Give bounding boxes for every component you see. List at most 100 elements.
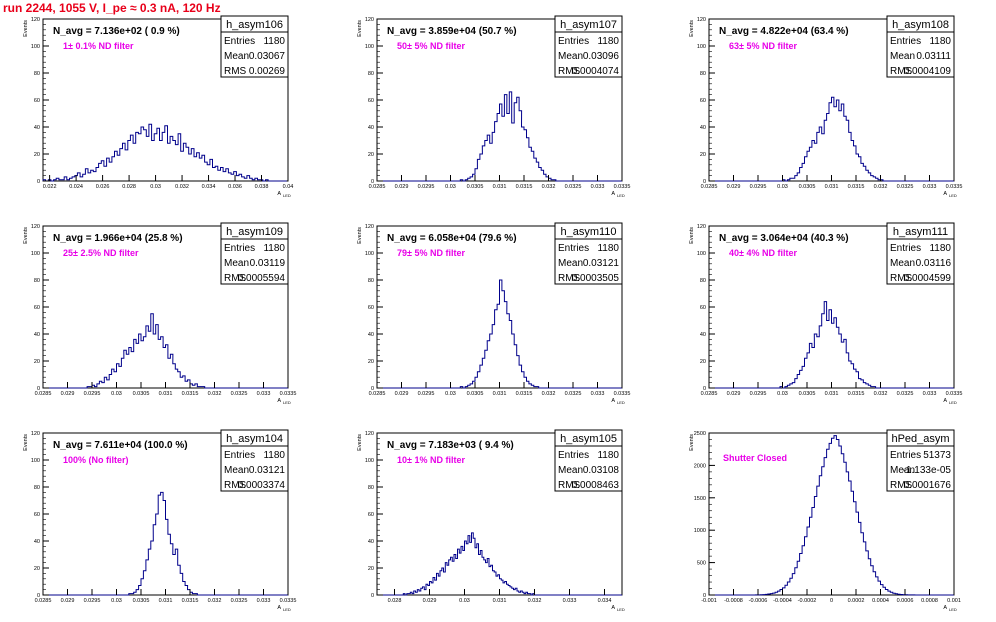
- filter-annotation: 63± 5% ND filter: [729, 41, 797, 51]
- page-title: run 2244, 1055 V, I_pe ≈ 0.3 nA, 120 Hz: [3, 1, 221, 15]
- x-tick-label: 0.0325: [897, 184, 914, 190]
- histogram-line: [42, 123, 287, 182]
- stats-key: Mean: [558, 51, 583, 62]
- stats-value: 1180: [263, 36, 285, 47]
- y-tick-label: 120: [697, 224, 706, 230]
- x-tick-label: 0.03: [111, 391, 122, 397]
- y-tick-label: 60: [368, 512, 374, 518]
- x-tick-label: 0.03: [459, 598, 470, 604]
- x-tick-label: 0.0285: [701, 184, 718, 190]
- x-tick-label: 0.0305: [133, 391, 150, 397]
- x-tick-label: 0.033: [563, 598, 577, 604]
- x-tick-label: 0.03: [777, 184, 788, 190]
- y-tick-label: 120: [365, 17, 374, 23]
- x-tick-label: 0.0285: [701, 391, 718, 397]
- y-tick-label: 40: [34, 539, 40, 545]
- x-tick-label: 0.0315: [848, 184, 865, 190]
- stats-box: [886, 238, 955, 285]
- x-tick-label: 0.0295: [750, 391, 767, 397]
- x-tick-label: 0.033: [591, 391, 605, 397]
- x-tick-label: 0.0285: [35, 598, 52, 604]
- x-tick-label: 0.031: [159, 391, 173, 397]
- stats-key: Mean: [224, 51, 249, 62]
- x-tick-label: 0.03: [150, 184, 161, 190]
- y-tick-label: 2500: [694, 431, 706, 437]
- x-axis-title: A: [943, 191, 947, 197]
- x-axis-title-subscript: LED: [949, 400, 957, 405]
- y-tick-label: 60: [700, 98, 706, 104]
- y-axis-title: Events: [689, 434, 695, 451]
- y-tick-label: 20: [368, 566, 374, 572]
- x-tick-label: 0.032: [208, 598, 222, 604]
- n-avg-label: N_avg = 3.859e+04 (50.7 %): [387, 26, 517, 37]
- stats-value: 1180: [929, 243, 951, 254]
- y-tick-label: 120: [697, 17, 706, 23]
- x-tick-label: 0.0325: [231, 391, 248, 397]
- filter-annotation: 100% (No filter): [63, 455, 129, 465]
- x-tick-label: 0.0315: [516, 391, 533, 397]
- x-tick-label: 0.0305: [467, 184, 484, 190]
- x-tick-label: 0.022: [43, 184, 57, 190]
- stats-value: 0.0001676: [904, 480, 952, 491]
- y-tick-label: 100: [697, 251, 706, 257]
- stats-key: RMS: [890, 273, 913, 284]
- x-tick-label: 0.032: [542, 391, 556, 397]
- y-tick-label: 80: [34, 278, 40, 284]
- y-tick-label: 0: [703, 593, 706, 599]
- y-tick-label: 20: [368, 359, 374, 365]
- stats-key: Entries: [890, 243, 921, 254]
- stats-box: [554, 31, 623, 78]
- histogram-line: [377, 91, 622, 182]
- y-tick-label: 100: [365, 44, 374, 50]
- x-tick-label: 0.0002: [848, 598, 865, 604]
- x-tick-label: 0.0315: [182, 598, 199, 604]
- y-tick-label: 20: [700, 359, 706, 365]
- x-tick-label: 0.032: [175, 184, 189, 190]
- y-tick-label: 80: [700, 71, 706, 77]
- y-axis-title: Events: [23, 227, 29, 244]
- stats-value: 0.03121: [249, 465, 286, 476]
- stats-value: 1180: [263, 243, 285, 254]
- y-tick-label: 100: [31, 251, 40, 257]
- x-tick-label: 0.029: [423, 598, 437, 604]
- x-tick-label: 0.028: [122, 184, 136, 190]
- stats-value: 0.0003374: [238, 480, 286, 491]
- stats-key: Mean: [890, 51, 915, 62]
- y-tick-label: 20: [34, 152, 40, 158]
- stats-key: RMS: [224, 480, 247, 491]
- stats-value: 0.0008463: [572, 480, 620, 491]
- x-tick-label: 0.0335: [614, 184, 631, 190]
- stats-value: 0.00269: [249, 66, 286, 77]
- stats-key: Entries: [224, 36, 255, 47]
- x-tick-label: 0.034: [598, 598, 612, 604]
- y-tick-label: 80: [700, 278, 706, 284]
- y-tick-label: 120: [31, 17, 40, 23]
- x-tick-label: 0.03: [111, 598, 122, 604]
- x-axis-title-subscript: LED: [949, 607, 957, 612]
- stats-key: Mean: [224, 465, 249, 476]
- x-tick-label: 0.033: [923, 184, 937, 190]
- n-avg-label: N_avg = 4.822e+04 (63.4 %): [719, 26, 849, 37]
- stats-box: [220, 445, 289, 492]
- stats-key: Mean: [558, 258, 583, 269]
- x-axis-title: A: [943, 605, 947, 611]
- stats-value: 0.03111: [916, 51, 951, 62]
- x-tick-label: 0.03: [445, 391, 456, 397]
- n-avg-label: N_avg = 7.183e+03 ( 9.4 %): [387, 440, 514, 451]
- stats-value: 0.0004109: [904, 66, 952, 77]
- y-axis-title: Events: [357, 227, 363, 244]
- x-axis-title: A: [943, 398, 947, 404]
- x-tick-label: 0.026: [96, 184, 110, 190]
- x-tick-label: 0.029: [395, 391, 409, 397]
- x-tick-label: 0.031: [493, 184, 507, 190]
- x-axis-title-subscript: LED: [617, 193, 625, 198]
- y-tick-label: 40: [34, 125, 40, 131]
- stats-key: Entries: [224, 243, 255, 254]
- filter-annotation: 1± 0.1% ND filter: [63, 41, 134, 51]
- stats-box: [554, 445, 623, 492]
- histogram-line: [43, 491, 288, 596]
- x-tick-label: 0.0335: [946, 184, 963, 190]
- histogram-name: h_asym111: [893, 226, 948, 238]
- stats-box: [554, 238, 623, 285]
- n-avg-label: N_avg = 6.058e+04 (79.6 %): [387, 233, 517, 244]
